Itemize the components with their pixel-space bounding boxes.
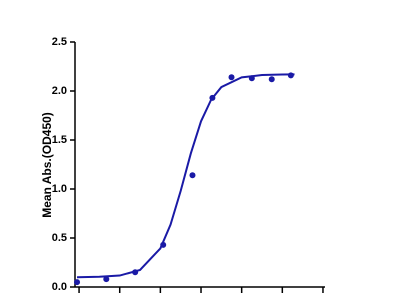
data-point (268, 76, 275, 83)
fit-curve (77, 73, 295, 279)
y-tick-label: 2.0 (52, 85, 67, 97)
data-point (74, 279, 81, 286)
y-axis-label: Mean Abs.(OD450) (40, 112, 54, 218)
y-tick-label: 0.0 (52, 281, 67, 293)
data-point (228, 74, 235, 81)
y-tick-label: 1.5 (52, 134, 67, 146)
data-point (103, 276, 110, 283)
y-tick-label: 2.5 (52, 36, 67, 48)
y-tick-label: 1.0 (52, 183, 67, 195)
data-point (189, 172, 196, 179)
y-tick-label: 0.5 (52, 232, 67, 244)
